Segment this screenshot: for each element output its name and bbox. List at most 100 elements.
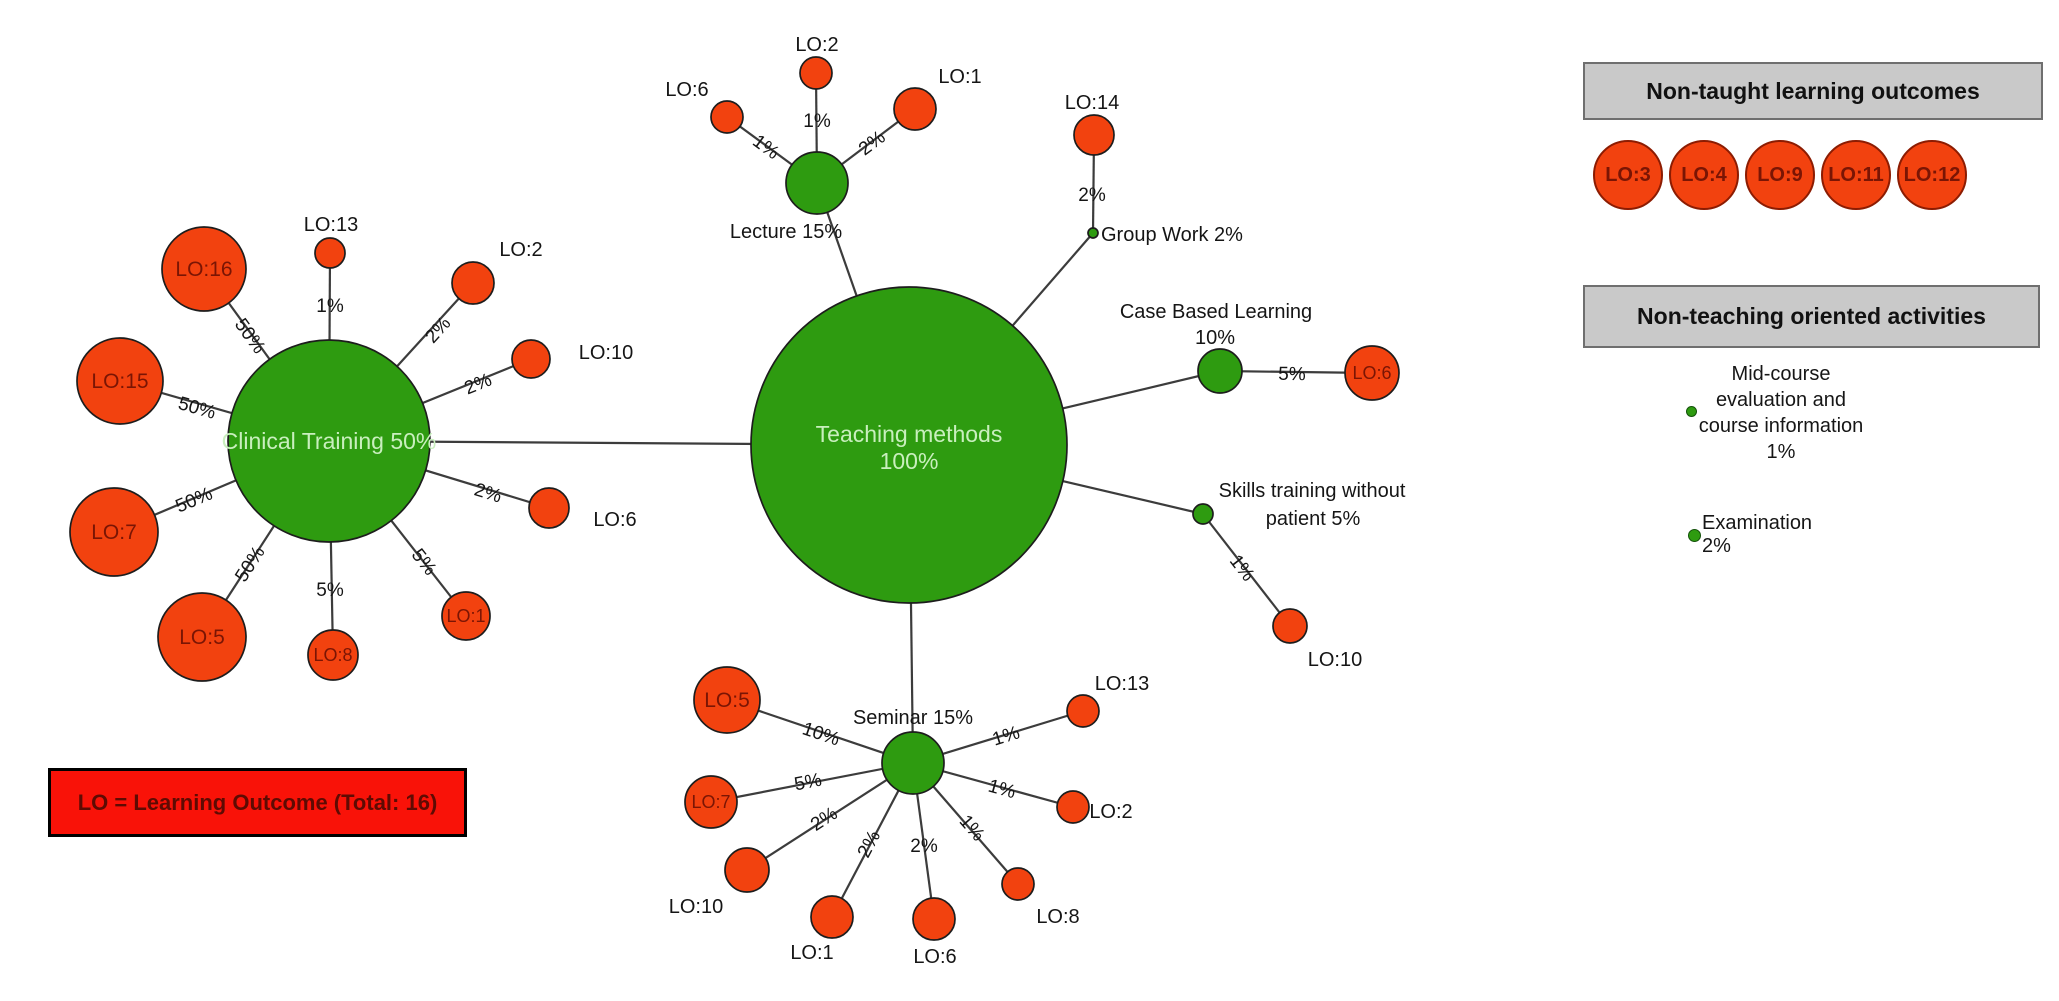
edge-seminar-se-lo7 <box>710 761 914 804</box>
node-label-se-lo1: LO:1 <box>790 942 833 964</box>
node-se-lo13 <box>1066 694 1100 728</box>
activity-text-line: Examination 2% <box>1702 512 1813 557</box>
node-se-lo2 <box>1056 790 1090 824</box>
node-label-gw-lo14: LO:14 <box>1065 92 1119 114</box>
edge-pct-seminar-se-lo5: 10% <box>799 718 842 750</box>
edge-pct-clinical-cl-lo6: 2% <box>472 479 504 507</box>
legend-lo-chip: LO:3 <box>1593 140 1663 210</box>
node-cl-lo6 <box>528 487 570 529</box>
node-label-seminar: Seminar 15% <box>853 707 973 729</box>
node-label-se-lo5: LO:5 <box>704 689 750 712</box>
node-lecture <box>785 151 849 215</box>
node-cl-lo7 <box>69 487 159 577</box>
edge-pct-groupwork-gw-lo14: 2% <box>1078 185 1106 206</box>
node-cl-lo15 <box>76 337 164 425</box>
edge-pct-seminar-se-lo10: 2% <box>807 803 842 836</box>
activity-item-1: Mid-course evaluation and course informati… <box>1650 361 1912 465</box>
node-label-cl-lo6: LO:6 <box>593 509 636 531</box>
node-label-sk-lo10: LO:10 <box>1308 649 1362 671</box>
node-se-lo8 <box>1001 867 1035 901</box>
node-cl-lo10 <box>511 339 551 379</box>
activity-text-line: evaluation and <box>1715 389 1847 411</box>
node-label-se-lo10: LO:10 <box>669 896 723 918</box>
edge-pct-seminar-se-lo2: 1% <box>986 776 1018 804</box>
node-label-se-lo6: LO:6 <box>913 946 956 968</box>
node-cl-lo5 <box>157 592 247 682</box>
edge-pct-lecture-lec-lo2: 1% <box>803 111 831 132</box>
edge-pct-seminar-se-lo6: 2% <box>910 836 938 857</box>
node-cl-lo2 <box>451 261 495 305</box>
node-cl-lo1 <box>441 591 491 641</box>
edge-seminar-se-lo10 <box>746 762 914 871</box>
node-skills <box>1192 503 1214 525</box>
edge-pct-clinical-cl-lo7: 50% <box>173 483 216 517</box>
legend-lo-chip: LO:11 <box>1821 140 1891 210</box>
node-label-cl-lo10: LO:10 <box>579 342 633 364</box>
lo-legend-box: LO = Learning Outcome (Total: 16) <box>48 768 467 837</box>
node-label-clinical: Clinical Training 50% <box>222 428 437 454</box>
node-label-skills-1: Skills training without <box>1219 480 1406 502</box>
node-lec-lo2 <box>799 56 833 90</box>
node-label-se-lo13: LO:13 <box>1095 673 1149 695</box>
node-seminar <box>881 731 945 795</box>
node-label-cbl-1: Case Based Learning <box>1120 301 1312 323</box>
activity-text-line: Mid-course <box>1731 363 1831 385</box>
non-taught-lo-chips: LO:3 LO:4 LO:9 LO:11 LO:12 <box>1593 140 1967 210</box>
node-label-se-lo7: LO:7 <box>691 792 730 812</box>
node-label-lecture: Lecture 15% <box>730 221 843 243</box>
node-groupwork <box>1087 227 1099 239</box>
node-se-lo5 <box>693 666 761 734</box>
edge-pct-seminar-se-lo7: 5% <box>793 770 824 796</box>
edge-pct-cbl-cbl-lo6: 5% <box>1278 364 1306 385</box>
activity-dot-icon <box>1688 528 1701 542</box>
node-se-lo1 <box>810 895 854 939</box>
node-label-teaching-2: 100% <box>880 448 939 474</box>
node-clinical <box>227 339 431 543</box>
node-lec-lo6 <box>710 100 744 134</box>
node-cl-lo8 <box>307 629 359 681</box>
activity-text-line: 1% <box>1766 441 1796 463</box>
legend-lo-chip: LO:12 <box>1897 140 1967 210</box>
node-lec-lo1 <box>893 87 937 131</box>
node-label-cl-lo5: LO:5 <box>179 626 225 649</box>
node-label-teaching-1: Teaching methods <box>816 421 1003 447</box>
node-se-lo6 <box>912 897 956 941</box>
node-label-se-lo8: LO:8 <box>1036 906 1079 928</box>
node-label-lec-lo2: LO:2 <box>795 34 838 56</box>
node-label-cbl-2: 10% <box>1195 327 1235 349</box>
node-label-cl-lo7: LO:7 <box>91 521 137 544</box>
node-label-cl-lo1: LO:1 <box>446 606 485 626</box>
node-label-cl-lo16: LO:16 <box>175 258 232 281</box>
node-teaching <box>750 286 1068 604</box>
node-label-cl-lo2: LO:2 <box>499 239 542 261</box>
activity-item-2: Examination 2% <box>1688 512 1812 558</box>
node-se-lo7 <box>684 775 738 829</box>
edge-pct-clinical-cl-lo15: 50% <box>176 393 218 424</box>
edge-skills-sk-lo10 <box>1202 513 1291 627</box>
node-label-lec-lo1: LO:1 <box>938 66 981 88</box>
edge-pct-clinical-cl-lo13: 1% <box>316 296 344 317</box>
node-gw-lo14 <box>1073 114 1115 156</box>
edge-pct-clinical-cl-lo1: 5% <box>407 545 441 580</box>
legend-lo-chip: LO:4 <box>1669 140 1739 210</box>
activity-dot-icon <box>1686 406 1697 417</box>
node-label-se-lo2: LO:2 <box>1089 801 1132 823</box>
node-label-cl-lo15: LO:15 <box>91 370 148 393</box>
node-cbl <box>1197 348 1243 394</box>
node-se-lo10 <box>724 847 770 893</box>
node-cbl-lo6 <box>1344 345 1400 401</box>
node-cl-lo16 <box>161 226 247 312</box>
activity-text-line: course information <box>1698 415 1864 437</box>
node-label-cl-lo8: LO:8 <box>313 645 352 665</box>
edge-pct-seminar-se-lo1: 2% <box>854 827 885 861</box>
edge-pct-clinical-cl-lo2: 2% <box>421 313 455 348</box>
non-teaching-header: Non-teaching oriented activities <box>1583 285 2040 348</box>
node-label-cbl-lo6: LO:6 <box>1352 363 1391 383</box>
non-taught-header: Non-taught learning outcomes <box>1583 62 2043 120</box>
legend-lo-chip: LO:9 <box>1745 140 1815 210</box>
node-label-groupwork: Group Work 2% <box>1101 224 1243 246</box>
node-label-skills-2: patient 5% <box>1266 508 1361 530</box>
node-sk-lo10 <box>1272 608 1308 644</box>
